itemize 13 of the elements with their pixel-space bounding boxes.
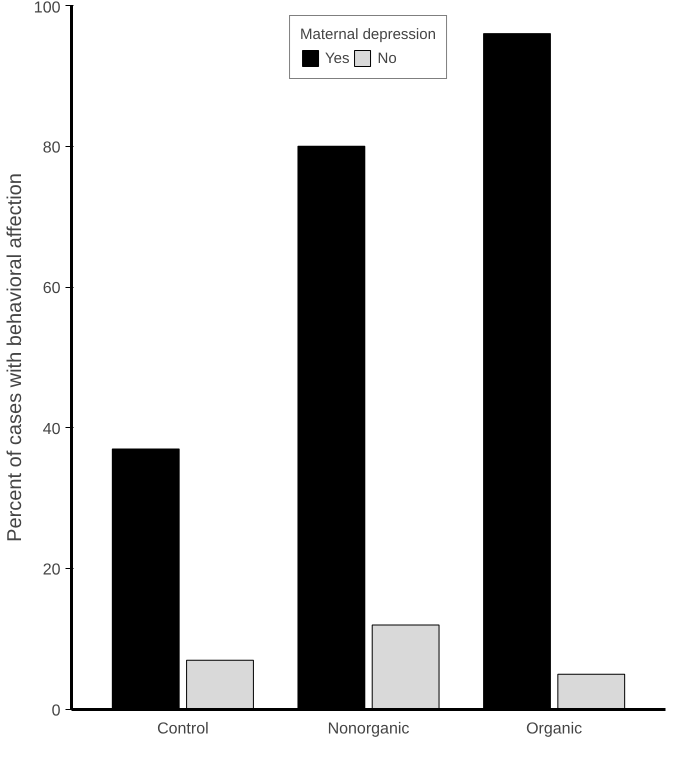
y-tick-label: 60 xyxy=(42,280,61,298)
y-tick-label: 20 xyxy=(42,562,61,579)
x-tick-label: Nonorganic xyxy=(328,720,410,738)
x-tick-label: Control xyxy=(157,720,209,738)
y-tick-label: 80 xyxy=(42,139,61,156)
y-tick-label: 0 xyxy=(52,702,61,720)
legend-title: Maternal depression xyxy=(300,26,436,43)
y-tick-label: 100 xyxy=(34,0,61,16)
legend-label: No xyxy=(378,50,398,66)
x-tick-label: Organic xyxy=(526,720,582,738)
legend-label: Yes xyxy=(325,50,350,66)
y-tick-label: 40 xyxy=(42,420,61,438)
y-axis-title: Percent of cases with behavioral affection xyxy=(4,173,26,542)
